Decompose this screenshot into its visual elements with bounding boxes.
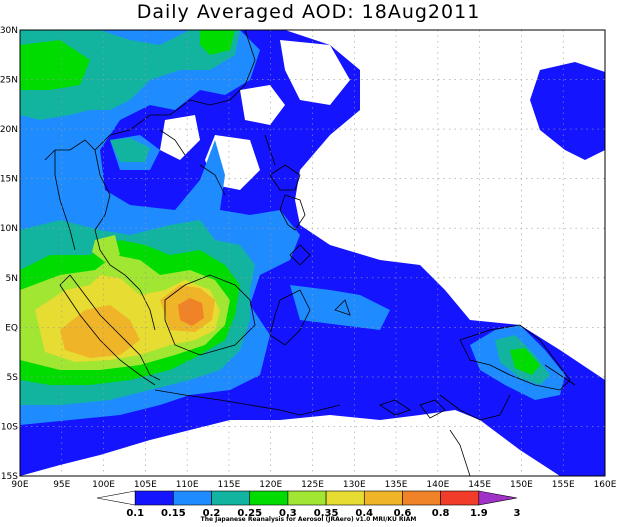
colorbar-segment <box>249 490 289 506</box>
colorbar-segment <box>173 490 212 506</box>
lat-tick-label: 15S <box>1 472 18 482</box>
lon-tick-label: 140E <box>426 480 449 490</box>
lat-tick-label: 10N <box>0 224 18 234</box>
colorbar-label: 0.3 <box>279 508 297 519</box>
colorbar-label: 0.6 <box>394 508 412 519</box>
gridlines <box>20 30 605 476</box>
colorbar-segment <box>211 490 251 506</box>
colorbar-label: 0.8 <box>432 508 450 519</box>
colorbar-segment <box>96 490 136 506</box>
aod-field <box>20 30 605 476</box>
lon-tick-label: 160E <box>594 480 617 490</box>
lon-tick-label: 105E <box>134 480 157 490</box>
lat-tick-label: 5S <box>7 373 19 383</box>
lon-tick-label: 120E <box>259 480 282 490</box>
lat-tick-label: 30N <box>0 26 18 36</box>
aod-level-0.25 <box>20 40 90 90</box>
colorbar-label: 0.2 <box>203 508 221 519</box>
longitude-labels: 90E 95E 100E 105E 110E 115E 120E 125E 130E 135E 14… <box>11 480 616 490</box>
lon-tick-label: 110E <box>176 480 199 490</box>
colorbar-segment <box>287 490 327 506</box>
aod-level-0.6 <box>178 298 204 326</box>
lon-tick-label: 135E <box>385 480 408 490</box>
map-frame <box>19 29 606 477</box>
lon-tick-label: 115E <box>217 480 240 490</box>
colorbar-label: 0.35 <box>314 508 339 519</box>
aod-level-0.1-ne <box>530 62 605 160</box>
colorbar-label: 3 <box>514 508 521 519</box>
lon-tick-label: 125E <box>301 480 324 490</box>
lat-tick-label: 10S <box>1 422 18 432</box>
lon-tick-label: 145E <box>468 480 491 490</box>
lat-tick-label: 20N <box>0 125 18 135</box>
lon-tick-label: 150E <box>510 480 533 490</box>
colorbar: 0.1 0.15 0.2 0.25 0.3 0.35 0.4 0.6 0.8 1.9 3 <box>96 490 521 519</box>
colorbar-label: 0.25 <box>237 508 262 519</box>
colorbar-segment <box>134 490 174 506</box>
lon-tick-label: 90E <box>11 480 28 490</box>
lat-tick-label: EQ <box>5 323 18 333</box>
lon-tick-label: 155E <box>552 480 575 490</box>
colorbar-segment <box>325 490 365 506</box>
colorbar-label: 1.9 <box>470 508 488 519</box>
colorbar-label: 0.15 <box>161 508 186 519</box>
colorbar-label: 0.1 <box>126 508 144 519</box>
lat-tick-label: 15N <box>0 175 18 185</box>
lon-tick-label: 100E <box>92 480 115 490</box>
colorbar-segment <box>363 490 403 506</box>
colorbar-segment <box>478 490 518 506</box>
lon-tick-label: 130E <box>343 480 366 490</box>
lon-tick-label: 95E <box>53 480 70 490</box>
colorbar-segment <box>402 490 441 506</box>
aod-level-0.4 <box>60 305 140 358</box>
colorbar-segment <box>440 490 480 506</box>
credit-text: The Japanese Reanalysis for Aerosol (JRA… <box>200 516 417 523</box>
coastlines <box>44 30 576 476</box>
map-title: Daily Averaged AOD: 18Aug2011 <box>136 1 481 23</box>
colorbar-label: 0.4 <box>355 508 373 519</box>
lat-tick-label: 5N <box>6 274 18 284</box>
latitude-labels: 30N 25N 20N 15N 10N 5N EQ 5S 10S 15S <box>0 26 18 482</box>
lat-tick-label: 25N <box>0 76 18 86</box>
